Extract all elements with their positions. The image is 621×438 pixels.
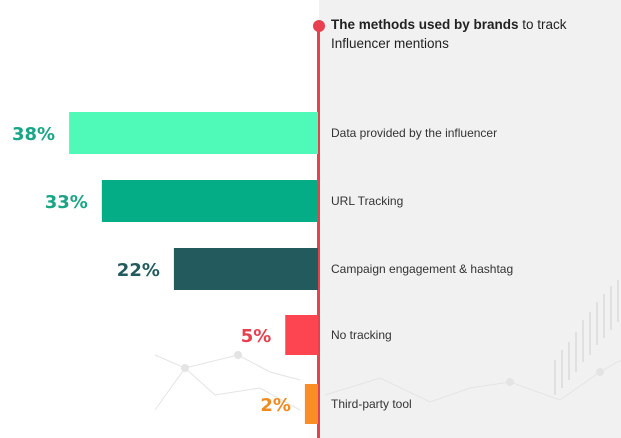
bar-campaign-engagement-hashtag [173,248,318,290]
value-label-url-tracking: 33% [45,192,88,213]
category-panel [319,0,621,438]
bar-data-provided-by-the-influencer [69,112,318,154]
chart-title-rest: to track Influencer mentions [331,17,567,51]
bar-third-party-tool [304,384,318,424]
axis-marker-dot [313,20,325,32]
category-label-url-tracking: URL Tracking [331,194,403,208]
category-label-data-provided-by-the-influencer: Data provided by the influencer [331,126,497,140]
axis-line [317,26,320,438]
category-label-third-party-tool: Third-party tool [331,397,412,411]
category-label-no-tracking: No tracking [331,328,392,342]
chart-title-bold: The methods used by brands [331,17,519,32]
category-label-campaign-engagement-hashtag: Campaign engagement & hashtag [331,262,513,276]
bar-url-tracking [101,180,318,222]
chart-title: The methods used by brands to track Infl… [331,15,601,53]
value-label-no-tracking: 5% [241,326,272,347]
value-label-data-provided-by-the-influencer: 38% [12,124,55,145]
bar-no-tracking [285,315,318,355]
value-label-third-party-tool: 2% [260,395,291,416]
value-label-campaign-engagement-hashtag: 22% [117,260,160,281]
